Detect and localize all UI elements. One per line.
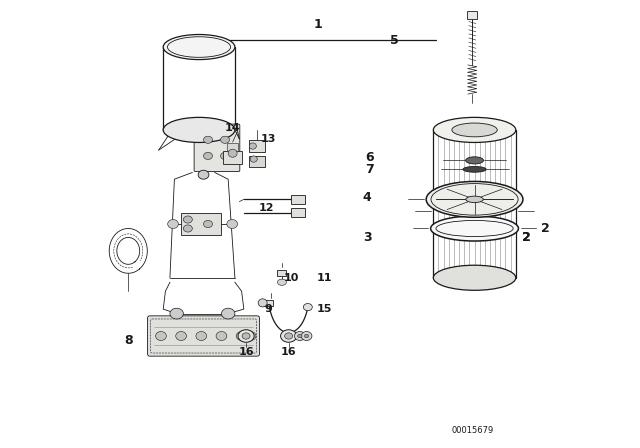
Bar [227,143,238,151]
Text: 12: 12 [259,203,274,213]
Ellipse shape [433,265,516,290]
Bar [249,140,266,152]
Ellipse shape [426,181,523,217]
Ellipse shape [156,332,166,340]
Text: 00015679: 00015679 [451,426,493,435]
Ellipse shape [221,136,230,143]
Ellipse shape [204,220,212,228]
Ellipse shape [221,152,230,159]
Bar [467,11,477,19]
Ellipse shape [301,332,312,340]
Text: 13: 13 [260,134,276,144]
Text: 4: 4 [363,190,371,204]
Text: 8: 8 [124,334,132,347]
Ellipse shape [258,299,267,307]
Ellipse shape [436,220,513,237]
Ellipse shape [242,333,250,339]
Ellipse shape [204,136,212,143]
Ellipse shape [452,123,497,137]
Text: 16: 16 [238,347,254,357]
Ellipse shape [196,332,207,340]
Ellipse shape [250,156,257,162]
Bar [249,156,266,167]
Ellipse shape [294,332,305,340]
Ellipse shape [236,332,247,340]
Ellipse shape [198,170,209,179]
Text: 2: 2 [522,231,531,244]
Ellipse shape [249,143,257,149]
Ellipse shape [228,149,237,157]
Text: 15: 15 [317,304,332,314]
Ellipse shape [238,330,254,342]
Bar [223,151,243,164]
Text: 5: 5 [390,34,398,47]
Ellipse shape [280,330,297,342]
Text: 2: 2 [541,222,550,235]
Text: 11: 11 [317,273,332,283]
Ellipse shape [183,225,192,232]
Ellipse shape [433,117,516,142]
FancyBboxPatch shape [194,124,240,172]
Ellipse shape [466,157,484,164]
Ellipse shape [216,332,227,340]
Text: 1: 1 [314,18,322,31]
Text: 14: 14 [225,123,241,133]
Ellipse shape [204,152,212,159]
Text: 10: 10 [283,273,299,283]
Ellipse shape [176,332,186,340]
Ellipse shape [463,167,486,172]
Ellipse shape [221,308,235,319]
Ellipse shape [163,34,235,60]
Text: 16: 16 [281,347,296,357]
Ellipse shape [168,220,179,228]
Ellipse shape [183,216,192,223]
Ellipse shape [431,216,518,241]
Ellipse shape [245,332,256,340]
Ellipse shape [277,279,287,285]
Bar [181,213,221,235]
Text: 9: 9 [264,304,273,314]
Bar [291,195,305,204]
Ellipse shape [303,303,312,310]
Text: 7: 7 [365,163,374,176]
Text: 3: 3 [363,231,371,244]
Ellipse shape [466,196,483,202]
Bar [277,270,287,276]
Ellipse shape [163,117,235,142]
Text: 2: 2 [522,231,531,244]
Ellipse shape [298,334,302,338]
Ellipse shape [170,308,183,319]
FancyBboxPatch shape [147,316,260,356]
Ellipse shape [227,220,237,228]
Bar [262,300,273,306]
Text: 6: 6 [365,151,374,164]
Bar [291,208,305,217]
Ellipse shape [304,334,308,338]
Ellipse shape [285,333,292,339]
